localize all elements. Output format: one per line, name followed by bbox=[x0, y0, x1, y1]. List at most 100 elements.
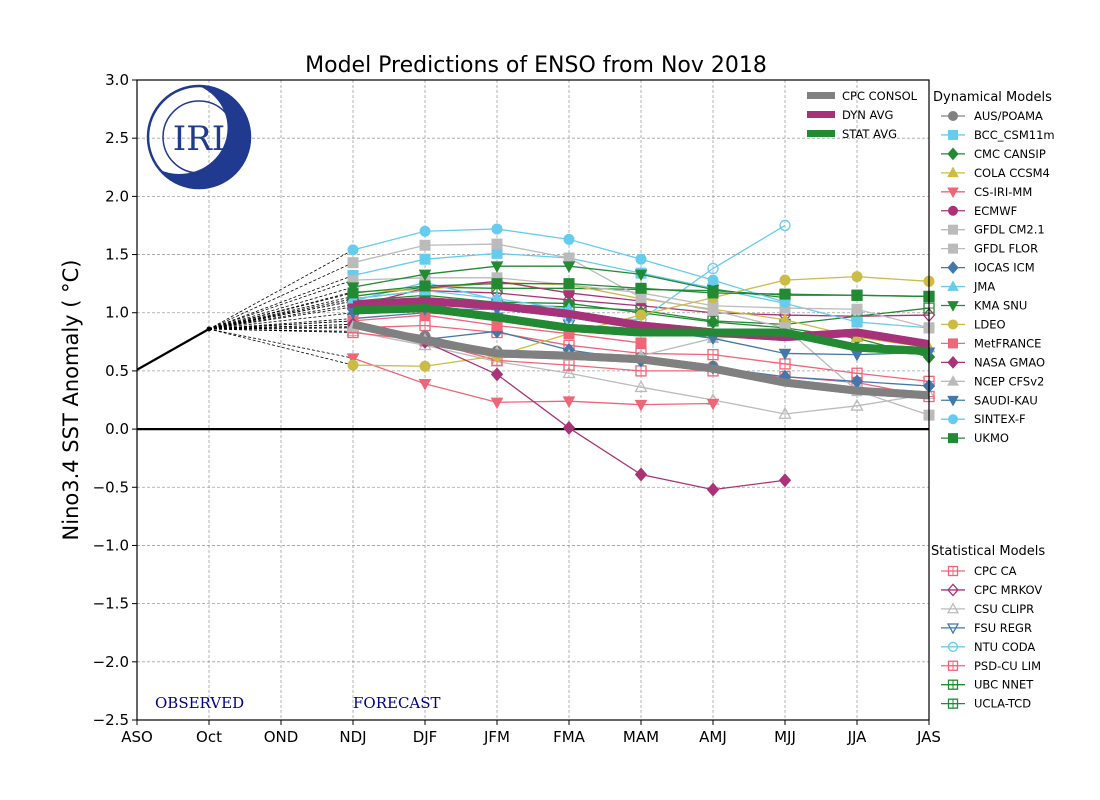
legend-marker bbox=[948, 338, 958, 349]
observed-point bbox=[206, 326, 212, 332]
data-point bbox=[347, 244, 359, 256]
observed-line bbox=[136, 328, 210, 371]
legend-marker bbox=[948, 414, 958, 425]
legend-marker bbox=[948, 319, 958, 330]
data-point bbox=[635, 309, 647, 321]
avg-line-top bbox=[352, 304, 930, 356]
legend-item: LDEO bbox=[941, 317, 1006, 331]
forecast-connector bbox=[208, 275, 354, 330]
legend-marker bbox=[947, 583, 959, 597]
logo-inner-ring bbox=[162, 100, 236, 174]
legend-swatch bbox=[807, 130, 835, 137]
data-point bbox=[778, 406, 792, 419]
data-point bbox=[707, 287, 719, 299]
data-point bbox=[418, 378, 432, 391]
data-point bbox=[347, 359, 359, 371]
avg-line-top bbox=[352, 320, 930, 400]
legend-label: GFDL FLOR bbox=[974, 242, 1038, 256]
series-sintex-f bbox=[347, 223, 791, 308]
legend-label: BCC_CSM11m bbox=[974, 128, 1055, 142]
data-point bbox=[490, 261, 504, 273]
plot-area bbox=[136, 219, 936, 497]
forecast-connector bbox=[208, 320, 354, 330]
legend-item: NASA GMAO bbox=[941, 355, 1045, 369]
forecast-connector bbox=[208, 318, 354, 330]
legend-item: GFDL CM2.1 bbox=[941, 223, 1045, 237]
data-point bbox=[419, 225, 431, 237]
data-point bbox=[706, 482, 720, 497]
logo-text: IRI bbox=[173, 119, 225, 159]
data-point bbox=[850, 398, 864, 411]
data-point bbox=[491, 247, 503, 259]
legend-label: DYN AVG bbox=[842, 108, 893, 122]
data-point bbox=[707, 262, 719, 275]
data-point bbox=[562, 396, 576, 408]
forecast-connector bbox=[208, 326, 354, 330]
forecast-connector bbox=[208, 262, 354, 330]
data-point bbox=[491, 238, 503, 250]
data-point bbox=[419, 239, 431, 251]
legend-label: UKMO bbox=[974, 431, 1009, 445]
legend-item: MetFRANCE bbox=[941, 336, 1041, 350]
x-tick-label: Oct bbox=[196, 728, 222, 746]
legend-item-avg: DYN AVG bbox=[807, 108, 893, 122]
dynamical-models-legend: Dynamical Models AUS/POAMA BCC_CSM11m CMC C… bbox=[933, 90, 1055, 445]
legend-label: ECMWF bbox=[974, 204, 1017, 218]
data-point bbox=[851, 289, 863, 301]
x-tick-label: FMA bbox=[553, 728, 586, 746]
legend-label: LDEO bbox=[974, 317, 1006, 331]
legend-item: FSU REGR bbox=[941, 621, 1032, 635]
statistical-models-legend: Statistical Models CPC CA CPC MRKOV CSU CLI… bbox=[931, 544, 1045, 711]
legend-item: SINTEX-F bbox=[941, 412, 1026, 426]
series-line bbox=[352, 289, 570, 310]
legend-item: NCEP CFSv2 bbox=[941, 374, 1044, 388]
data-point bbox=[706, 398, 720, 411]
y-tick-label: 0.0 bbox=[105, 420, 129, 438]
y-tick-label: −2.5 bbox=[93, 711, 129, 729]
legend-marker bbox=[947, 641, 959, 652]
data-point bbox=[419, 280, 431, 292]
legend-label: JMA bbox=[973, 280, 995, 294]
legend-label: FSU REGR bbox=[974, 621, 1032, 635]
forecast-connector bbox=[208, 279, 354, 330]
x-axis-ticks: ASO Oct OND NDJ DJF JFM FMA MAM AMJ MJJ JJA JAS bbox=[121, 720, 941, 746]
data-point bbox=[851, 316, 863, 328]
data-point bbox=[779, 219, 791, 232]
legend-item: IOCAS ICM bbox=[941, 261, 1035, 275]
legend-marker bbox=[947, 395, 959, 407]
legend-swatch bbox=[807, 92, 835, 99]
legend-label: SINTEX-F bbox=[974, 412, 1026, 426]
data-point bbox=[635, 282, 647, 294]
data-point bbox=[634, 269, 648, 282]
data-point bbox=[562, 366, 576, 379]
y-tick-label: 0.5 bbox=[105, 362, 129, 380]
y-tick-label: 3.0 bbox=[105, 71, 129, 89]
forecast-connector bbox=[208, 306, 354, 330]
data-point bbox=[779, 274, 791, 286]
legend-item: ECMWF bbox=[941, 204, 1017, 218]
iri-logo: IRI bbox=[146, 84, 252, 190]
legend-label: NASA GMAO bbox=[974, 355, 1045, 369]
data-point bbox=[419, 253, 431, 265]
data-point bbox=[851, 271, 863, 283]
data-point bbox=[778, 473, 792, 488]
x-tick-label: AMJ bbox=[699, 728, 727, 746]
legend-marker bbox=[948, 224, 958, 235]
y-tick-label: −1.0 bbox=[93, 536, 129, 554]
dynamical-legend-title: Dynamical Models bbox=[933, 90, 1052, 105]
legend-marker bbox=[948, 243, 958, 254]
legend-item: GFDL FLOR bbox=[941, 242, 1038, 256]
x-tick-label: DJF bbox=[413, 728, 438, 746]
data-point bbox=[706, 315, 720, 330]
legend-label: CS-IRI-MM bbox=[974, 185, 1032, 199]
data-point bbox=[634, 467, 648, 482]
legend-item: NTU CODA bbox=[941, 640, 1035, 654]
legend-item: COLA CCSM4 bbox=[941, 166, 1050, 180]
legend-label: IOCAS ICM bbox=[974, 261, 1035, 275]
forecast-connector bbox=[208, 328, 354, 359]
data-point bbox=[563, 233, 575, 245]
chart-title: Model Predictions of ENSO from Nov 2018 bbox=[305, 53, 767, 78]
legend-label: GFDL CM2.1 bbox=[974, 223, 1045, 237]
legend-label: CSU CLIPR bbox=[974, 602, 1034, 616]
observed-annotation: OBSERVED bbox=[155, 694, 244, 712]
